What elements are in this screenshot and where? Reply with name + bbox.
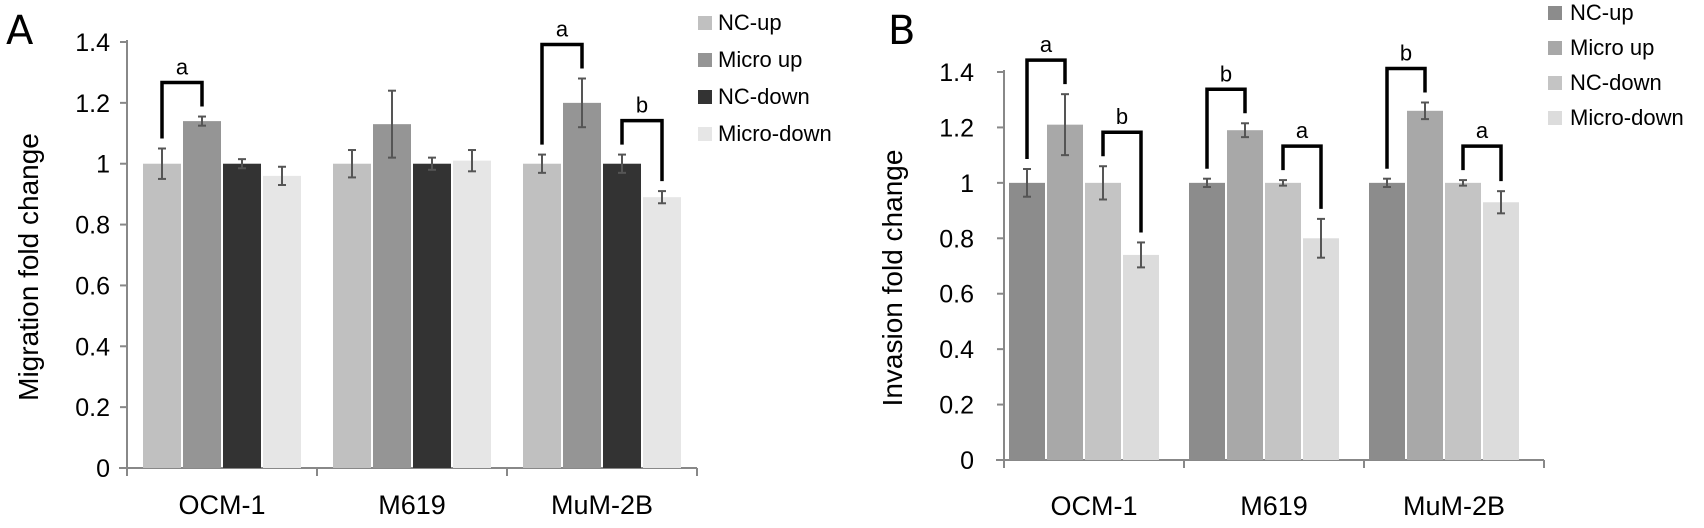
panel-b-bar: [1123, 254, 1159, 460]
panel-a-significance-bracket: [540, 42, 584, 145]
panel-a-legend-swatch: [698, 127, 712, 141]
panel-a-bar: [183, 121, 221, 468]
panel-b-y-tick-label: 0.8: [939, 225, 974, 253]
panel-b-legend-swatch: [1548, 111, 1562, 125]
panel-b-y-tick-label: 0.6: [939, 281, 974, 309]
panel-a-bar: [333, 163, 371, 468]
panel-b-legend-label: NC-down: [1570, 70, 1662, 95]
panel-a-significance-label: b: [636, 93, 648, 118]
panel-b-bar: [1227, 130, 1263, 460]
panel-a-legend-label: Micro up: [718, 47, 802, 72]
panel-a-bar: [223, 163, 261, 468]
panel-b-bar: [1189, 182, 1225, 460]
panel-a-bar: [643, 197, 681, 468]
panel-a-bar: [523, 163, 561, 468]
panel-a-y-tick-label: 1.2: [75, 90, 110, 118]
panel-b-category-label: M619: [1240, 491, 1308, 521]
panel-a-letter: A: [6, 8, 34, 54]
panel-a-y-tick-label: 0: [96, 455, 110, 483]
panel-a-legend-swatch: [698, 16, 712, 30]
panel-a-bar: [413, 163, 451, 468]
panel-a: A 0 0.2 0.4 0.6 0.8 1 1.2 1.4 Migration fold cha…: [6, 8, 832, 520]
panel-b-legend-swatch: [1548, 76, 1562, 90]
panel-b-bar: [1303, 238, 1339, 460]
panel-b-bar: [1009, 182, 1045, 460]
panel-a-y-tick-label: 0.2: [75, 394, 110, 422]
panel-a-legend-label: NC-down: [718, 84, 810, 109]
panel-a-significance-bracket: [620, 118, 664, 182]
panel-b-bar: [1445, 182, 1481, 460]
panel-a-legend-swatch: [698, 53, 712, 67]
panel-b-y-tick-label: 0: [960, 447, 974, 475]
panel-b-legend-swatch: [1548, 6, 1562, 20]
panel-b-y-tick-label: 1.2: [939, 114, 974, 142]
panel-b-bar: [1483, 202, 1519, 460]
panel-b-significance-label: b: [1116, 104, 1128, 129]
panel-a-significance-bracket: [160, 80, 204, 139]
panel-a-category-label: MuM-2B: [551, 490, 653, 520]
panel-b-letter: B: [888, 8, 915, 54]
panel-b-legend-label: NC-up: [1570, 0, 1634, 25]
panel-b-significance-label: a: [1296, 118, 1309, 143]
panel-b-bar: [1407, 110, 1443, 461]
panel-b-category-label: MuM-2B: [1403, 491, 1505, 521]
panel-b: B 0 0.2 0.4 0.6 0.8 1 1.2 1.4 Invasion fold chan…: [877, 0, 1684, 521]
panel-b-significance-label: b: [1400, 40, 1412, 65]
panel-b-y-tick-label: 1.4: [939, 59, 974, 87]
panel-b-category-label: OCM-1: [1051, 491, 1138, 521]
panel-b-y-tick-label: 1: [960, 170, 974, 198]
panel-a-bar: [563, 102, 601, 468]
panel-a-legend-label: Micro-down: [718, 121, 832, 146]
panel-a-y-tick-label: 0.4: [75, 333, 110, 361]
panel-b-significance-bracket: [1385, 66, 1427, 169]
panel-a-significance-label: a: [556, 17, 569, 42]
panel-b-y-tick-label: 0.2: [939, 392, 974, 420]
panel-b-significance-bracket: [1101, 130, 1143, 233]
panel-a-y-axis-label: Migration fold change: [13, 133, 44, 401]
panel-b-legend-label: Micro up: [1570, 35, 1654, 60]
panel-a-category-label: OCM-1: [179, 490, 266, 520]
panel-b-legend-label: Micro-down: [1570, 105, 1684, 130]
panel-b-y-axis-label: Invasion fold change: [877, 150, 908, 407]
panel-a-significance-label: a: [176, 55, 189, 80]
panel-b-bar: [1369, 182, 1405, 460]
panel-b-bar: [1047, 124, 1083, 461]
panel-a-bar: [603, 163, 641, 468]
panel-a-y-tick-label: 1.4: [75, 29, 110, 57]
panel-b-significance-bracket: [1025, 58, 1067, 159]
panel-a-bar: [263, 175, 301, 468]
panel-a-bar: [453, 160, 491, 468]
panel-a-y-tick-label: 0.6: [75, 272, 110, 300]
panel-a-bar: [373, 124, 411, 469]
panel-a-legend-label: NC-up: [718, 10, 782, 35]
panel-a-legend-swatch: [698, 90, 712, 104]
panel-a-category-label: M619: [378, 490, 446, 520]
panel-b-bar: [1265, 182, 1301, 460]
panel-b-bar: [1085, 182, 1121, 460]
panel-b-significance-label: a: [1476, 118, 1489, 143]
panel-a-bar: [143, 163, 181, 468]
panel-b-significance-bracket: [1461, 144, 1503, 182]
panel-a-y-tick-label: 1: [96, 151, 110, 179]
panel-b-significance-bracket: [1281, 144, 1323, 209]
panel-b-significance-bracket: [1205, 87, 1247, 169]
panel-a-y-tick-label: 0.8: [75, 212, 110, 240]
panel-b-y-tick-label: 0.4: [939, 336, 974, 364]
panel-b-significance-label: a: [1040, 32, 1053, 57]
panel-b-significance-label: b: [1220, 61, 1232, 86]
panel-b-legend-swatch: [1548, 41, 1562, 55]
